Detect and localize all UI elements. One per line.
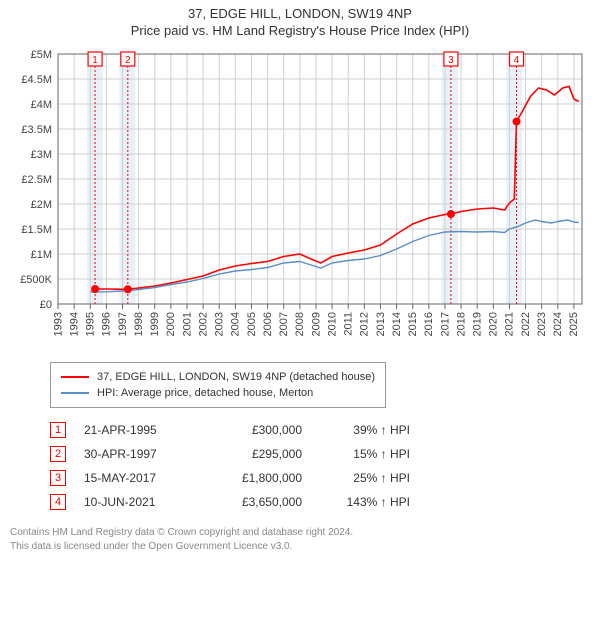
svg-text:2024: 2024	[552, 312, 564, 336]
legend-swatch	[61, 392, 89, 394]
svg-text:3: 3	[448, 55, 454, 66]
legend-swatch	[61, 376, 89, 378]
svg-text:2013: 2013	[375, 312, 387, 336]
svg-text:1995: 1995	[85, 312, 97, 336]
svg-text:2004: 2004	[230, 312, 242, 336]
event-marker: 4	[50, 494, 66, 510]
chart-title-1: 37, EDGE HILL, LONDON, SW19 4NP	[10, 6, 590, 21]
svg-text:2022: 2022	[520, 312, 532, 336]
legend-label: 37, EDGE HILL, LONDON, SW19 4NP (detache…	[97, 371, 375, 383]
svg-text:2011: 2011	[343, 312, 355, 336]
svg-text:1998: 1998	[133, 312, 145, 336]
event-date: 30-APR-1997	[84, 447, 194, 461]
svg-text:£500K: £500K	[20, 274, 52, 286]
event-hpi: 25% ↑ HPI	[320, 471, 410, 485]
svg-text:2023: 2023	[536, 312, 548, 336]
svg-text:£1.5M: £1.5M	[21, 224, 52, 236]
event-date: 21-APR-1995	[84, 423, 194, 437]
event-marker: 3	[50, 470, 66, 486]
event-price: £300,000	[212, 423, 302, 437]
footnote-line-1: Contains HM Land Registry data © Crown c…	[10, 526, 590, 540]
footnote: Contains HM Land Registry data © Crown c…	[10, 526, 590, 553]
svg-text:2019: 2019	[472, 312, 484, 336]
chart-area: £0 £500K £1M £1.5M £2M £2.5M £3M £3.5M £4M £4.5M £…	[10, 44, 590, 354]
svg-text:2014: 2014	[391, 312, 403, 336]
svg-text:2015: 2015	[407, 312, 419, 336]
legend-item: HPI: Average price, detached house, Mert…	[61, 385, 375, 401]
svg-text:2005: 2005	[246, 312, 258, 336]
svg-text:£5M: £5M	[31, 49, 52, 61]
svg-text:£0: £0	[40, 299, 52, 311]
svg-text:1993: 1993	[52, 312, 64, 336]
event-marker: 2	[50, 446, 66, 462]
footnote-line-2: This data is licensed under the Open Gov…	[10, 540, 590, 554]
svg-text:2025: 2025	[568, 312, 580, 336]
svg-text:£3.5M: £3.5M	[21, 124, 52, 136]
svg-text:2: 2	[125, 55, 131, 66]
legend-label: HPI: Average price, detached house, Mert…	[97, 387, 313, 399]
svg-text:2009: 2009	[310, 312, 322, 336]
svg-text:2016: 2016	[423, 312, 435, 336]
svg-text:£4.5M: £4.5M	[21, 74, 52, 86]
svg-text:1996: 1996	[101, 312, 113, 336]
svg-text:£3M: £3M	[31, 149, 52, 161]
event-marker: 1	[50, 422, 66, 438]
event-price: £3,650,000	[212, 495, 302, 509]
svg-text:2021: 2021	[504, 312, 516, 336]
svg-text:2007: 2007	[278, 312, 290, 336]
svg-text:2008: 2008	[294, 312, 306, 336]
event-hpi: 143% ↑ HPI	[320, 495, 410, 509]
legend-item: 37, EDGE HILL, LONDON, SW19 4NP (detache…	[61, 369, 375, 385]
event-date: 10-JUN-2021	[84, 495, 194, 509]
svg-text:2001: 2001	[181, 312, 193, 336]
svg-text:1997: 1997	[117, 312, 129, 336]
chart-title-2: Price paid vs. HM Land Registry's House …	[10, 23, 590, 38]
svg-text:2020: 2020	[488, 312, 500, 336]
event-row: 3 15-MAY-2017 £1,800,000 25% ↑ HPI	[50, 466, 590, 490]
svg-text:2002: 2002	[197, 312, 209, 336]
svg-text:1994: 1994	[68, 312, 80, 336]
svg-text:£4M: £4M	[31, 99, 52, 111]
svg-text:2010: 2010	[326, 312, 338, 336]
chart-titles: 37, EDGE HILL, LONDON, SW19 4NP Price pa…	[10, 6, 590, 38]
svg-text:£1M: £1M	[31, 249, 52, 261]
event-hpi: 39% ↑ HPI	[320, 423, 410, 437]
event-price: £295,000	[212, 447, 302, 461]
svg-text:2000: 2000	[165, 312, 177, 336]
line-chart: £0 £500K £1M £1.5M £2M £2.5M £3M £3.5M £4M £4.5M £…	[10, 44, 590, 354]
event-row: 2 30-APR-1997 £295,000 15% ↑ HPI	[50, 442, 590, 466]
event-row: 4 10-JUN-2021 £3,650,000 143% ↑ HPI	[50, 490, 590, 514]
svg-text:2003: 2003	[214, 312, 226, 336]
svg-text:1999: 1999	[149, 312, 161, 336]
svg-text:£2.5M: £2.5M	[21, 174, 52, 186]
svg-text:2018: 2018	[455, 312, 467, 336]
svg-text:2017: 2017	[439, 312, 451, 336]
event-table: 1 21-APR-1995 £300,000 39% ↑ HPI 2 30-APR-199…	[50, 418, 590, 514]
svg-text:2006: 2006	[262, 312, 274, 336]
svg-text:1: 1	[92, 55, 98, 66]
event-date: 15-MAY-2017	[84, 471, 194, 485]
legend: 37, EDGE HILL, LONDON, SW19 4NP (detache…	[50, 362, 386, 408]
event-hpi: 15% ↑ HPI	[320, 447, 410, 461]
svg-text:4: 4	[514, 55, 520, 66]
svg-text:£2M: £2M	[31, 199, 52, 211]
event-row: 1 21-APR-1995 £300,000 39% ↑ HPI	[50, 418, 590, 442]
event-price: £1,800,000	[212, 471, 302, 485]
svg-text:2012: 2012	[359, 312, 371, 336]
